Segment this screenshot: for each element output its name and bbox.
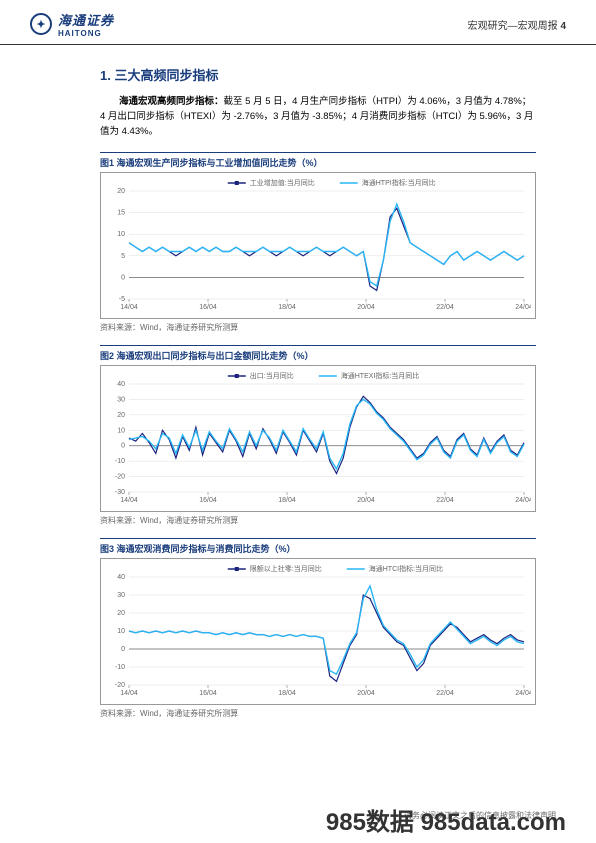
body-paragraph: 海通宏观高频同步指标：截至 5 月 5 日，4 月生产同步指标（HTPI）为 4… (100, 94, 536, 140)
svg-text:-10: -10 (115, 458, 125, 465)
svg-text:0: 0 (121, 442, 125, 449)
svg-text:20/04: 20/04 (357, 304, 375, 311)
svg-text:15: 15 (117, 209, 125, 216)
svg-text:22/04: 22/04 (436, 690, 454, 697)
svg-text:40: 40 (117, 574, 125, 581)
svg-text:16/04: 16/04 (199, 690, 217, 697)
svg-text:22/04: 22/04 (436, 304, 454, 311)
svg-text:-10: -10 (115, 664, 125, 671)
svg-text:14/04: 14/04 (120, 497, 138, 504)
svg-text:-5: -5 (119, 296, 125, 303)
svg-text:24/04: 24/04 (515, 497, 531, 504)
svg-text:海通HTPI指标:当月同比: 海通HTPI指标:当月同比 (362, 178, 436, 187)
svg-text:40: 40 (117, 381, 125, 388)
svg-text:20/04: 20/04 (357, 690, 375, 697)
page-number: 4 (560, 21, 566, 32)
logo-icon: ✦ (30, 13, 52, 35)
watermark-text: 985数据 985data.com (326, 802, 566, 837)
chart-title: 图3 海通宏观消费同步指标与消费同比走势（%） (100, 538, 536, 558)
chart-block-2: 图3 海通宏观消费同步指标与消费同比走势（%） -20 -10 0 10 20 30 40 1… (100, 538, 536, 719)
svg-text:14/04: 14/04 (120, 304, 138, 311)
svg-text:0: 0 (121, 274, 125, 281)
svg-text:0: 0 (121, 646, 125, 653)
svg-text:14/04: 14/04 (120, 690, 138, 697)
svg-text:海通HTEXI指标:当月同比: 海通HTEXI指标:当月同比 (341, 371, 420, 380)
page-header: ✦ 海通证券 HAITONG 宏观研究—宏观周报 4 (0, 0, 596, 45)
svg-text:16/04: 16/04 (199, 497, 217, 504)
chart-title: 图2 海通宏观出口同步指标与出口金额同比走势（%） (100, 345, 536, 365)
svg-text:海通HTCI指标:当月同比: 海通HTCI指标:当月同比 (369, 564, 443, 573)
svg-text:限额以上社零:当月同比: 限额以上社零:当月同比 (250, 564, 322, 573)
chart-block-1: 图2 海通宏观出口同步指标与出口金额同比走势（%） -30 -20 -10 0 10 20… (100, 345, 536, 526)
svg-text:-30: -30 (115, 489, 125, 496)
svg-text:-20: -20 (115, 682, 125, 689)
chart-title: 图1 海通宏观生产同步指标与工业增加值同比走势（%） (100, 152, 536, 172)
chart-block-0: 图1 海通宏观生产同步指标与工业增加值同比走势（%） -5 0 5 10 15 20 14/… (100, 152, 536, 333)
content: 1. 三大高频同步指标 海通宏观高频同步指标：截至 5 月 5 日，4 月生产同… (0, 45, 596, 719)
svg-text:16/04: 16/04 (199, 304, 217, 311)
svg-text:10: 10 (117, 628, 125, 635)
svg-text:出口:当月同比: 出口:当月同比 (250, 371, 294, 380)
body-lead-bold: 海通宏观高频同步指标： (119, 96, 224, 107)
svg-text:5: 5 (121, 252, 125, 259)
svg-text:18/04: 18/04 (278, 304, 296, 311)
svg-text:20/04: 20/04 (357, 497, 375, 504)
chart-source: 资料来源：Wind，海通证券研究所测算 (100, 708, 536, 719)
logo-cn-text: 海通证券 (58, 10, 114, 29)
chart-canvas: -30 -20 -10 0 10 20 30 40 14/04 16/04 18/04 20/04 22… (100, 365, 536, 512)
chart-canvas: -20 -10 0 10 20 30 40 14/04 16/04 18/04 20/04 22/04… (100, 558, 536, 705)
chart-source: 资料来源：Wind，海通证券研究所测算 (100, 515, 536, 526)
svg-text:18/04: 18/04 (278, 497, 296, 504)
logo-en-text: HAITONG (58, 29, 114, 38)
svg-text:30: 30 (117, 592, 125, 599)
chart-canvas: -5 0 5 10 15 20 14/04 16/04 18/04 20/04 22/04 24/04… (100, 172, 536, 319)
svg-text:-20: -20 (115, 473, 125, 480)
svg-text:24/04: 24/04 (515, 304, 531, 311)
svg-text:工业增加值:当月同比: 工业增加值:当月同比 (250, 178, 315, 187)
header-right: 宏观研究—宏观周报 4 (468, 17, 566, 32)
chart-source: 资料来源：Wind，海通证券研究所测算 (100, 322, 536, 333)
logo: ✦ 海通证券 HAITONG (30, 10, 114, 38)
svg-text:10: 10 (117, 427, 125, 434)
section-title: 1. 三大高频同步指标 (100, 65, 536, 84)
header-category: 宏观研究—宏观周报 (468, 21, 558, 32)
svg-text:20: 20 (117, 411, 125, 418)
svg-text:18/04: 18/04 (278, 690, 296, 697)
svg-text:10: 10 (117, 231, 125, 238)
svg-text:22/04: 22/04 (436, 497, 454, 504)
svg-text:20: 20 (117, 610, 125, 617)
svg-text:20: 20 (117, 188, 125, 195)
svg-text:24/04: 24/04 (515, 690, 531, 697)
svg-text:30: 30 (117, 396, 125, 403)
